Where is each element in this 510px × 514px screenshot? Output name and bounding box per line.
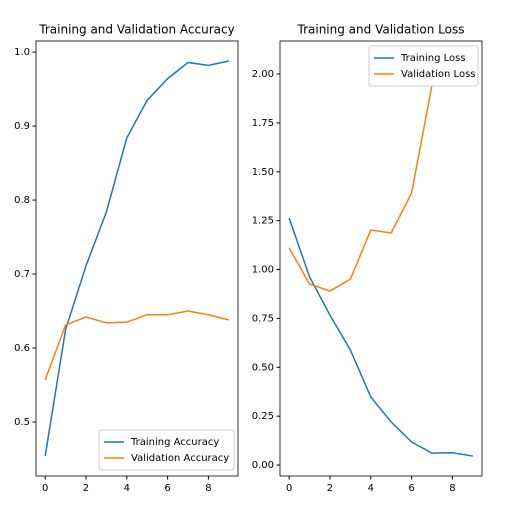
- line: [44, 60, 229, 457]
- y-tick-label: 1.75: [252, 118, 274, 129]
- y-tick-label: 1.25: [252, 216, 274, 227]
- x-tick-label: 8: [205, 483, 211, 494]
- y-tick-label: 0.75: [252, 313, 274, 324]
- y-tick-label: 0.00: [252, 460, 274, 471]
- legend-label: Training Loss: [400, 53, 466, 64]
- y-tick-label: 1.50: [252, 167, 274, 178]
- chart-title: Training and Validation Accuracy: [38, 23, 234, 37]
- axes-frame: [35, 40, 239, 477]
- x-tick-label: 0: [42, 483, 48, 494]
- x-tick-label: 4: [124, 483, 130, 494]
- y-tick-label: 0.8: [14, 195, 30, 206]
- axes-frame: [279, 40, 483, 477]
- y-tick-label: 2.00: [252, 69, 274, 80]
- legend-box: [98, 429, 235, 471]
- line: [288, 217, 473, 457]
- y-tick-label: 0.9: [14, 121, 30, 132]
- x-tick-label: 2: [83, 483, 89, 494]
- x-tick-label: 8: [449, 483, 455, 494]
- x-tick-label: 0: [286, 483, 292, 494]
- legend-label: Validation Loss: [401, 69, 476, 80]
- y-tick-label: 1.00: [252, 265, 274, 276]
- legend-label: Training Accuracy: [130, 437, 219, 448]
- x-tick-label: 2: [327, 483, 333, 494]
- x-tick-label: 4: [368, 483, 374, 494]
- y-tick-label: 0.6: [14, 343, 30, 354]
- chart-title: Training and Validation Loss: [297, 23, 465, 37]
- legend: Training Accuracy Validation Accuracy: [98, 429, 235, 471]
- legend-label: Validation Accuracy: [131, 453, 229, 464]
- x-tick-label: 6: [408, 483, 414, 494]
- y-tick-label: 0.7: [14, 269, 30, 280]
- y-tick-label: 0.50: [252, 362, 274, 373]
- legend: Training Loss Validation Loss: [368, 45, 479, 87]
- x-tick-label: 6: [164, 483, 170, 494]
- y-tick-label: 1.0: [14, 47, 30, 58]
- y-tick-label: 0.25: [252, 411, 274, 422]
- legend-box: [368, 45, 479, 87]
- line: [44, 310, 230, 381]
- line: [288, 61, 474, 292]
- y-tick-label: 0.5: [14, 417, 30, 428]
